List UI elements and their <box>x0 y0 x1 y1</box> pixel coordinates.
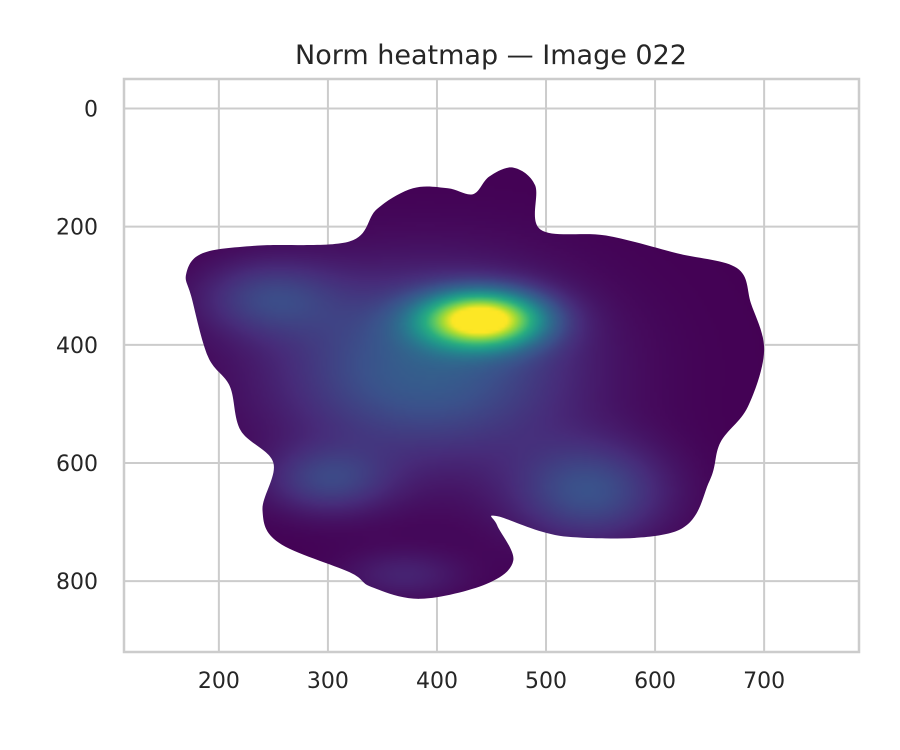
x-tick-label: 400 <box>416 669 458 694</box>
y-tick-label: 400 <box>56 334 98 359</box>
x-axis-ticks: 200 300 400 500 600 700 <box>198 669 785 694</box>
y-tick-label: 0 <box>84 98 98 123</box>
x-tick-label: 300 <box>307 669 349 694</box>
y-tick-label: 800 <box>56 570 98 595</box>
x-tick-label: 700 <box>743 669 785 694</box>
chart-title: Norm heatmap — Image 022 <box>295 40 687 71</box>
x-tick-label: 200 <box>198 669 240 694</box>
x-tick-label: 600 <box>634 669 676 694</box>
plot-frame <box>122 77 861 654</box>
y-tick-label: 600 <box>56 452 98 477</box>
x-tick-label: 500 <box>525 669 567 694</box>
y-axis-ticks: 0 200 400 600 800 <box>56 98 98 596</box>
y-tick-label: 200 <box>56 216 98 241</box>
